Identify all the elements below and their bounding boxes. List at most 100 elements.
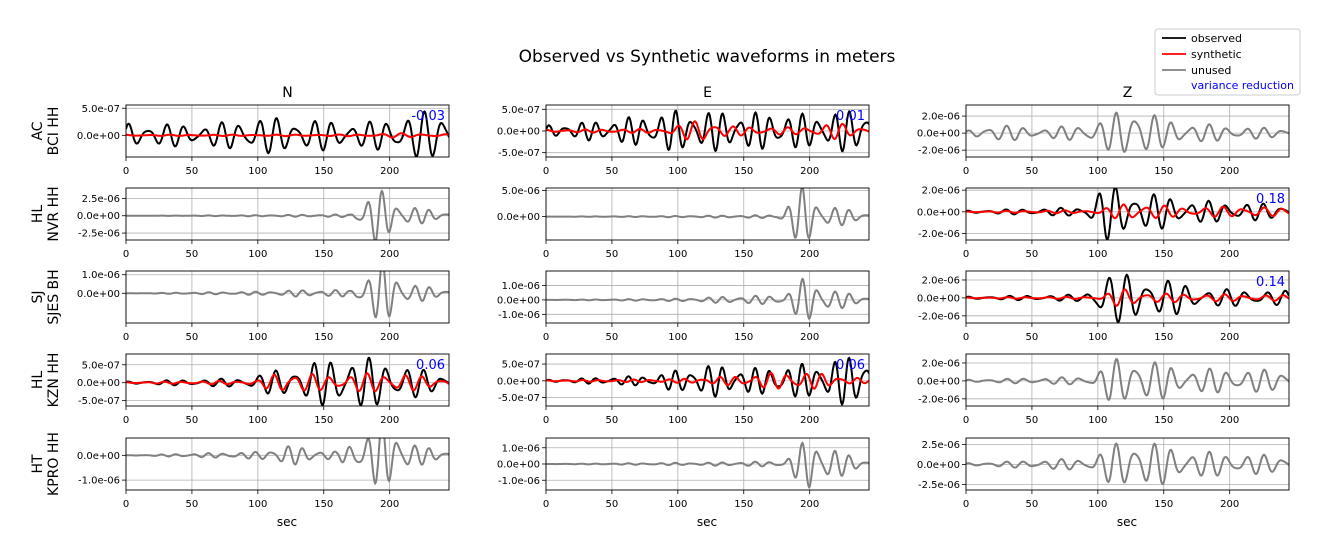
unused-trace <box>546 277 869 320</box>
x-tick-label: 200 <box>1220 332 1239 343</box>
x-tick-label: 0 <box>123 332 129 343</box>
synthetic-trace <box>966 203 1289 220</box>
panel-2-n: 0 50 100 150 200 1.0e-06 0.0e+00 <box>77 270 450 343</box>
variance-reduction-label: 0.18 <box>1256 192 1285 207</box>
y-tick-label: 0.0e+00 <box>77 289 120 300</box>
x-tick-label: 150 <box>734 166 753 177</box>
x-tick-label: 100 <box>248 415 267 426</box>
x-tick-label: 50 <box>1026 415 1039 426</box>
y-tick-label: 1.0e-06 <box>502 281 540 292</box>
x-tick-label: 200 <box>800 249 819 260</box>
x-tick-label: 100 <box>248 249 267 260</box>
x-tick-label: 0 <box>123 499 129 510</box>
trace-group <box>966 357 1289 401</box>
x-tick-label: 50 <box>186 499 199 510</box>
x-tick-label: 200 <box>380 332 399 343</box>
row-label-2: SJ SJES BH <box>30 269 62 324</box>
y-tick-label: 0.0e+00 <box>497 212 540 223</box>
x-tick-label: 100 <box>668 166 687 177</box>
x-tick-label: 50 <box>186 249 199 260</box>
panel-frame <box>965 270 1290 324</box>
x-tick-label: 150 <box>1154 249 1173 260</box>
trace-group <box>966 273 1289 323</box>
trace-group <box>966 111 1289 153</box>
y-tick-label: 1.0e-06 <box>502 443 540 454</box>
y-tick-label: 0.0e+00 <box>77 131 120 142</box>
x-tick-label: 50 <box>1026 499 1039 510</box>
y-tick-label: -2.5e-06 <box>918 480 960 491</box>
x-tick-label: 100 <box>248 332 267 343</box>
row-label-4: HT KPRO HH <box>30 432 62 496</box>
y-tick-label: -2.0e-06 <box>918 311 960 322</box>
y-tick-label: -1.0e-06 <box>78 476 120 487</box>
y-tick-label: -5.0e-07 <box>78 396 120 407</box>
panel-1-e: 0 50 100 150 200 5.0e-06 0.0e+00 <box>497 186 870 260</box>
trace-group <box>126 271 449 319</box>
x-tick-label: 50 <box>186 415 199 426</box>
panel-3-n: 0 50 100 150 200 5.0e-07 0.0e+00 -5.0e-07 0.06 <box>77 353 450 426</box>
y-tick-label: 0.0e+00 <box>917 207 960 218</box>
variance-reduction-label: 0.14 <box>1256 275 1285 290</box>
x-tick-label: 50 <box>606 415 619 426</box>
row-label-network: HL <box>30 371 46 390</box>
panel-1-n: 0 50 100 150 200 2.5e-06 0.0e+00 -2.5e-06 <box>77 187 450 260</box>
x-tick-label: 200 <box>800 499 819 510</box>
x-tick-label: 0 <box>543 415 549 426</box>
legend-observed-label: observed <box>1191 32 1242 45</box>
unused-trace <box>546 441 869 489</box>
panel-frame <box>965 187 1290 241</box>
y-tick-label: -5.0e-07 <box>498 148 540 159</box>
x-tick-label: 0 <box>123 249 129 260</box>
synthetic-trace <box>966 288 1289 307</box>
trace-group <box>966 442 1289 486</box>
row-label-0: AC BCI HH <box>30 107 62 156</box>
synthetic-trace <box>126 132 449 139</box>
xlabel-col-0: sec <box>277 515 297 529</box>
x-tick-label: 200 <box>1220 499 1239 510</box>
y-tick-label: -5.0e-07 <box>498 393 540 404</box>
panel-frame <box>545 270 870 324</box>
panel-frame <box>965 353 1290 407</box>
x-tick-label: 100 <box>668 332 687 343</box>
panel-2-e: 0 50 100 150 200 1.0e-06 0.0e+00 -1.0e-06 <box>497 270 870 343</box>
y-tick-label: 0.0e+00 <box>77 378 120 389</box>
x-tick-label: 50 <box>186 332 199 343</box>
panel-3-e: 0 50 100 150 200 5.0e-07 0.0e+00 -5.0e-07 0.06 <box>497 353 870 426</box>
unused-trace <box>966 357 1289 401</box>
y-tick-label: 0.0e+00 <box>917 376 960 387</box>
synthetic-trace <box>546 371 869 390</box>
trace-group <box>966 188 1289 240</box>
trace-group <box>546 188 869 240</box>
unused-trace <box>126 271 449 319</box>
trace-group <box>126 189 449 240</box>
x-tick-label: 200 <box>1220 166 1239 177</box>
row-label-station: KZN HH <box>46 353 62 408</box>
x-tick-label: 100 <box>668 415 687 426</box>
x-tick-label: 50 <box>1026 249 1039 260</box>
y-tick-label: 0.0e+00 <box>917 460 960 471</box>
y-tick-label: 1.0e-06 <box>82 270 120 281</box>
xlabel-col-2: sec <box>1117 515 1137 529</box>
variance-reduction-label: 0.06 <box>416 358 445 373</box>
panel-frame <box>125 104 450 158</box>
y-tick-label: 2.0e-06 <box>922 358 960 369</box>
row-label-network: SJ <box>30 290 46 303</box>
column-title-n: N <box>282 85 292 101</box>
x-tick-label: 150 <box>314 499 333 510</box>
trace-group <box>546 109 869 153</box>
legend-vr-label: variance reduction <box>1191 79 1294 92</box>
x-tick-label: 150 <box>734 415 753 426</box>
x-tick-label: 0 <box>543 332 549 343</box>
x-tick-label: 200 <box>1220 249 1239 260</box>
y-tick-label: 0.0e+00 <box>917 129 960 140</box>
y-tick-label: 5.0e-07 <box>82 360 120 371</box>
panel-frame <box>125 353 450 407</box>
x-tick-label: 100 <box>1088 166 1107 177</box>
x-tick-label: 0 <box>543 166 549 177</box>
unused-trace <box>966 111 1289 153</box>
x-tick-label: 100 <box>248 499 267 510</box>
y-tick-label: 5.0e-06 <box>502 186 540 197</box>
figure-title: Observed vs Synthetic waveforms in meter… <box>519 47 896 67</box>
x-tick-label: 100 <box>1088 499 1107 510</box>
